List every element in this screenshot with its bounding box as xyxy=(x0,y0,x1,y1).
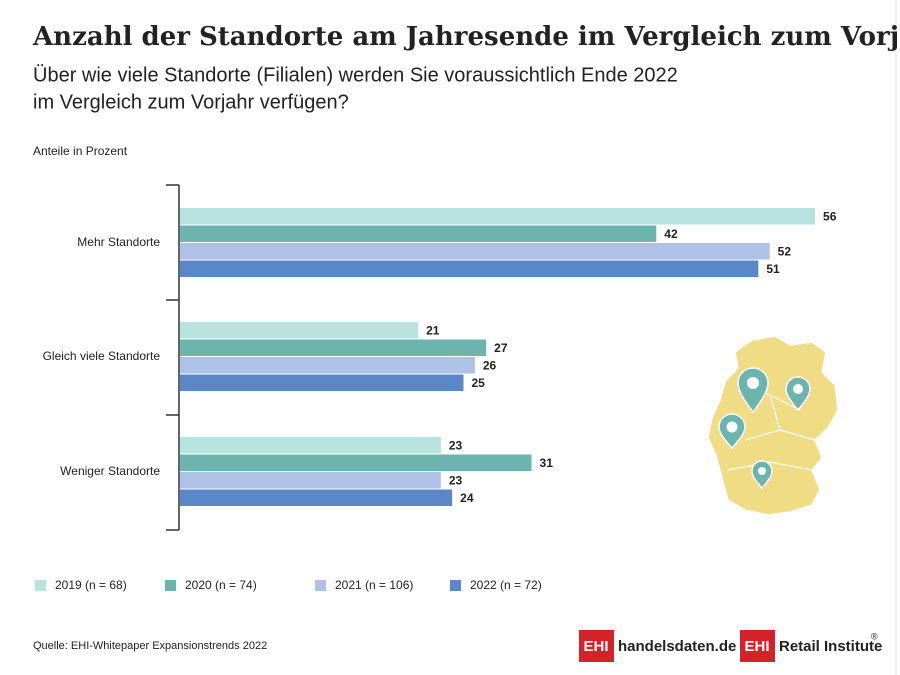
bar xyxy=(180,339,487,356)
category-label: Mehr Standorte xyxy=(77,235,160,249)
chart-title: Anzahl der Standorte am Jahresende im Ve… xyxy=(32,22,900,52)
category-label: Gleich viele Standorte xyxy=(43,349,161,363)
value-label: 25 xyxy=(472,376,486,390)
logo-badge xyxy=(579,630,614,662)
bar xyxy=(180,437,441,454)
legend-swatch xyxy=(450,580,461,591)
logo-badge-text: EHI xyxy=(583,638,608,655)
value-label: 31 xyxy=(540,456,554,470)
logo-mark: ® xyxy=(871,631,878,641)
value-label: 51 xyxy=(766,262,780,276)
value-label: 52 xyxy=(778,244,792,258)
source: Quelle: EHI-Whitepaper Expansionstrends … xyxy=(33,640,267,652)
value-label: 23 xyxy=(449,473,463,487)
axis-bracket xyxy=(166,184,180,531)
bar xyxy=(180,489,453,506)
bar xyxy=(180,225,657,242)
subtitle: Über wie viele Standorte (Filialen) werd… xyxy=(33,64,678,86)
logo-badge-text: EHI xyxy=(744,638,769,655)
logo-text: Retail Institute xyxy=(779,638,882,655)
bar xyxy=(180,208,816,225)
legend-swatch xyxy=(35,580,46,591)
axis-label: Anteile in Prozent xyxy=(33,144,128,158)
bar xyxy=(180,260,759,277)
legend-label: 2021 (n = 106) xyxy=(335,578,413,592)
logo-text: handelsdaten.de xyxy=(618,638,736,655)
bar xyxy=(180,243,770,260)
value-label: 26 xyxy=(483,358,497,372)
legend-swatch xyxy=(315,580,326,591)
value-label: 21 xyxy=(426,323,440,337)
legend-swatch xyxy=(165,580,176,591)
logo-badge xyxy=(740,630,775,662)
bar xyxy=(180,454,532,471)
value-label: 24 xyxy=(460,491,474,505)
bar xyxy=(180,374,464,391)
legend-label: 2019 (n = 68) xyxy=(55,578,127,592)
bar xyxy=(180,357,475,374)
value-label: 56 xyxy=(823,209,837,223)
value-label: 23 xyxy=(449,438,463,452)
legend-label: 2022 (n = 72) xyxy=(470,578,542,592)
legend-label: 2020 (n = 74) xyxy=(185,578,257,592)
bar xyxy=(180,472,441,489)
bar xyxy=(180,322,419,339)
value-label: 42 xyxy=(664,227,678,241)
germany-map xyxy=(707,335,839,516)
subtitle: im Vergleich zum Vorjahr verfügen? xyxy=(33,91,349,113)
value-label: 27 xyxy=(494,341,508,355)
category-label: Weniger Standorte xyxy=(60,464,160,478)
